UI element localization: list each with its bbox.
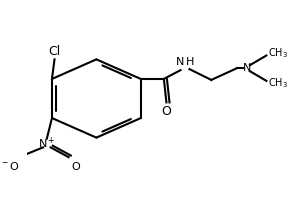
Text: CH$_3$: CH$_3$ bbox=[269, 76, 288, 90]
Text: N$^+$: N$^+$ bbox=[38, 136, 56, 151]
Text: Cl: Cl bbox=[48, 45, 61, 58]
Text: O: O bbox=[71, 162, 80, 172]
Text: N: N bbox=[176, 57, 184, 67]
Text: O: O bbox=[162, 105, 171, 118]
Text: $^-$O: $^-$O bbox=[0, 160, 20, 172]
Text: CH$_3$: CH$_3$ bbox=[269, 47, 288, 60]
Text: H: H bbox=[186, 57, 194, 67]
Text: N: N bbox=[243, 63, 251, 73]
